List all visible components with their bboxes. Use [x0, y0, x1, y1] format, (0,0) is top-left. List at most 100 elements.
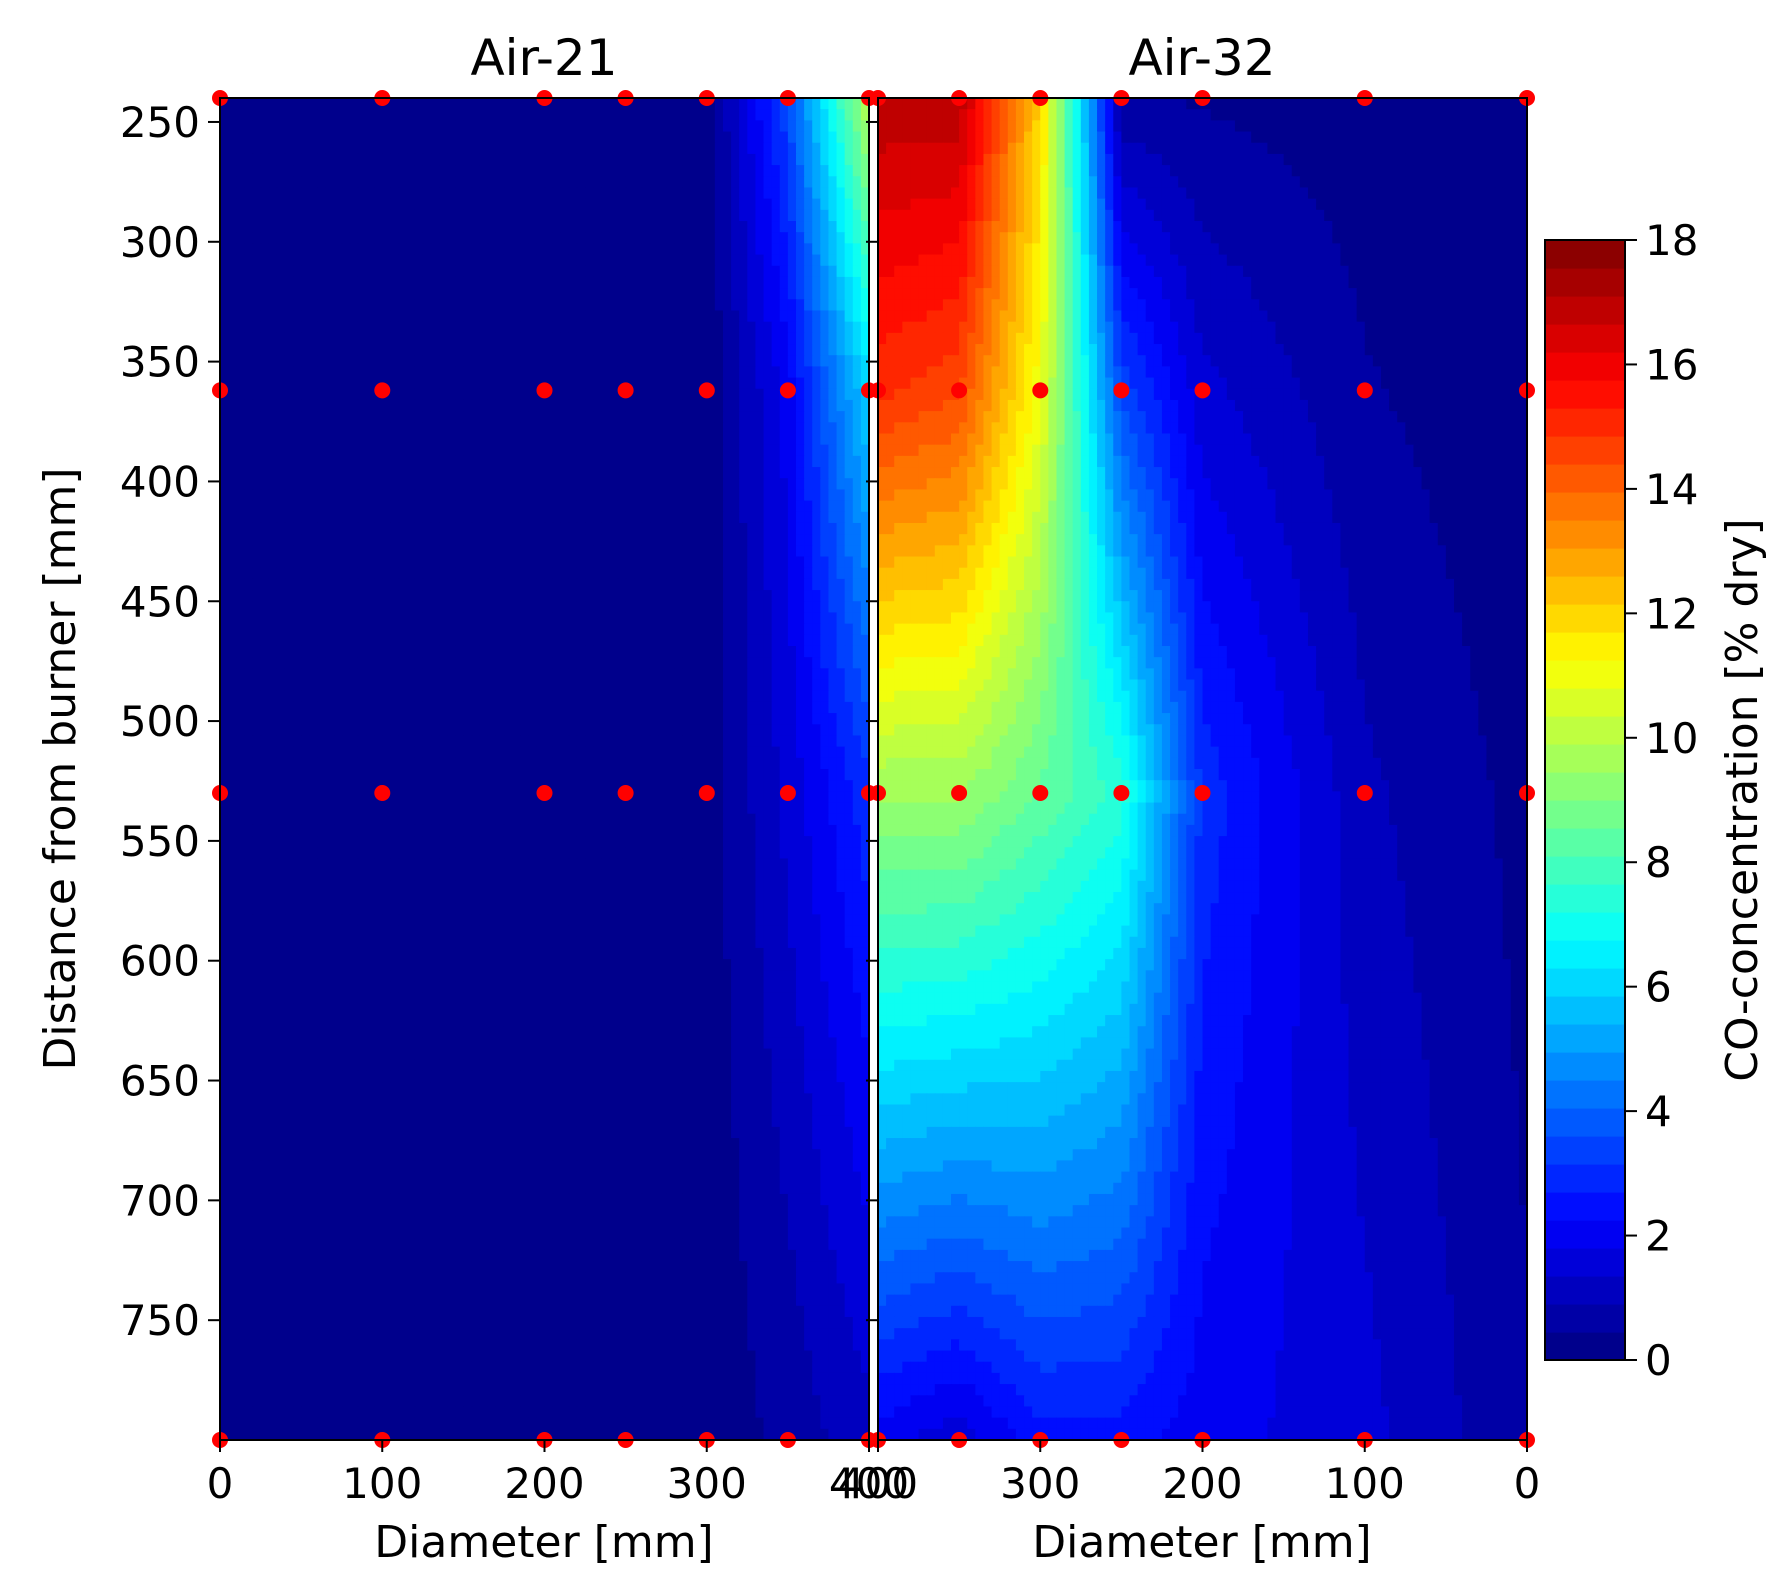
heatmap-cell — [722, 355, 732, 367]
heatmap-cell — [682, 310, 692, 323]
heatmap-cell — [633, 746, 643, 759]
heatmap-cell — [617, 701, 627, 714]
heatmap-cell — [495, 769, 505, 781]
heatmap-cell — [617, 288, 627, 300]
heatmap-cell — [828, 131, 838, 144]
heatmap-cell — [520, 276, 529, 289]
heatmap-cell — [503, 254, 513, 267]
heatmap-cell — [641, 511, 651, 524]
heatmap-cell — [439, 467, 448, 479]
heatmap-cell — [252, 578, 262, 591]
heatmap-cell — [341, 578, 351, 591]
heatmap-cell — [414, 288, 424, 300]
heatmap-cell — [576, 254, 586, 267]
heatmap-cell — [649, 500, 659, 513]
heatmap-cell — [682, 657, 692, 669]
heatmap-cell — [560, 332, 570, 345]
heatmap-cell — [828, 478, 838, 491]
heatmap-cell — [552, 668, 562, 681]
heatmap-cell — [641, 578, 651, 591]
heatmap-cell — [576, 366, 586, 379]
heatmap-cell — [471, 444, 481, 457]
heatmap-cell — [755, 511, 765, 524]
heatmap-cell — [739, 411, 748, 423]
heatmap-cell — [804, 489, 813, 502]
heatmap-cell — [658, 433, 667, 446]
heatmap-cell — [374, 332, 383, 345]
heatmap-cell — [795, 332, 805, 345]
heatmap-cell — [398, 735, 408, 748]
heatmap-cell — [787, 657, 797, 669]
heatmap-cell — [512, 500, 521, 513]
heatmap-cell — [301, 746, 310, 759]
heatmap-cell — [722, 511, 732, 524]
heatmap-cell — [317, 701, 327, 714]
heatmap-cell — [568, 142, 578, 155]
heatmap-cell — [520, 522, 529, 535]
heatmap-cell — [560, 243, 570, 256]
heatmap-cell — [731, 545, 740, 558]
heatmap-cell — [252, 321, 262, 334]
heatmap-cell — [439, 679, 448, 692]
heatmap-cell — [674, 355, 684, 367]
heatmap-cell — [739, 265, 748, 278]
heatmap-cell — [317, 98, 327, 110]
heatmap-cell — [366, 746, 375, 759]
heatmap-cell — [390, 612, 400, 625]
heatmap-cell — [585, 645, 594, 658]
heatmap-cell — [560, 455, 570, 468]
heatmap-cell — [439, 131, 448, 144]
heatmap-cell — [787, 601, 797, 614]
heatmap-cell — [828, 332, 838, 345]
heatmap-cell — [382, 131, 391, 144]
heatmap-cell — [333, 500, 343, 513]
heatmap-cell — [309, 165, 318, 177]
heatmap-cell — [252, 399, 262, 412]
heatmap-cell — [641, 388, 651, 401]
heatmap-cell — [333, 724, 343, 737]
heatmap-cell — [414, 522, 424, 535]
heatmap-cell — [649, 98, 659, 110]
heatmap-cell — [747, 355, 757, 367]
heatmap-cell — [820, 176, 830, 189]
heatmap-cell — [658, 769, 667, 781]
heatmap-cell — [349, 701, 359, 714]
heatmap-cell — [520, 131, 529, 144]
heatmap-cell — [625, 757, 635, 770]
heatmap-cell — [706, 299, 716, 312]
heatmap-cell — [374, 422, 383, 435]
heatmap-cell — [585, 321, 594, 334]
heatmap-cell — [398, 243, 408, 256]
heatmap-cell — [844, 388, 854, 401]
heatmap-cell — [690, 578, 700, 591]
heatmap-cell — [406, 209, 416, 222]
heatmap-cell — [860, 187, 869, 200]
heatmap-cell — [471, 657, 481, 669]
heatmap-cell — [382, 310, 391, 323]
heatmap-cell — [601, 735, 610, 748]
heatmap-cell — [406, 411, 416, 423]
heatmap-cell — [633, 690, 643, 703]
heatmap-cell — [706, 276, 716, 289]
heatmap-cell — [787, 578, 797, 591]
heatmap-cell — [374, 299, 383, 312]
heatmap-cell — [755, 522, 765, 535]
heatmap-cell — [284, 332, 294, 345]
heatmap-cell — [576, 332, 586, 345]
heatmap-cell — [568, 131, 578, 144]
heatmap-cell — [276, 657, 286, 669]
heatmap-cell — [430, 489, 440, 502]
heatmap-cell — [512, 310, 521, 323]
heatmap-cell — [779, 556, 789, 569]
heatmap-cell — [520, 388, 529, 401]
heatmap-cell — [820, 399, 830, 412]
heatmap-cell — [536, 467, 546, 479]
heatmap-cell — [447, 623, 456, 636]
heatmap-cell — [487, 422, 497, 435]
heatmap-cell — [852, 478, 862, 491]
heatmap-cell — [666, 377, 675, 390]
heatmap-cell — [552, 534, 562, 546]
heatmap-cell — [795, 623, 805, 636]
heatmap-cell — [398, 221, 408, 233]
heatmap-cell — [804, 645, 813, 658]
